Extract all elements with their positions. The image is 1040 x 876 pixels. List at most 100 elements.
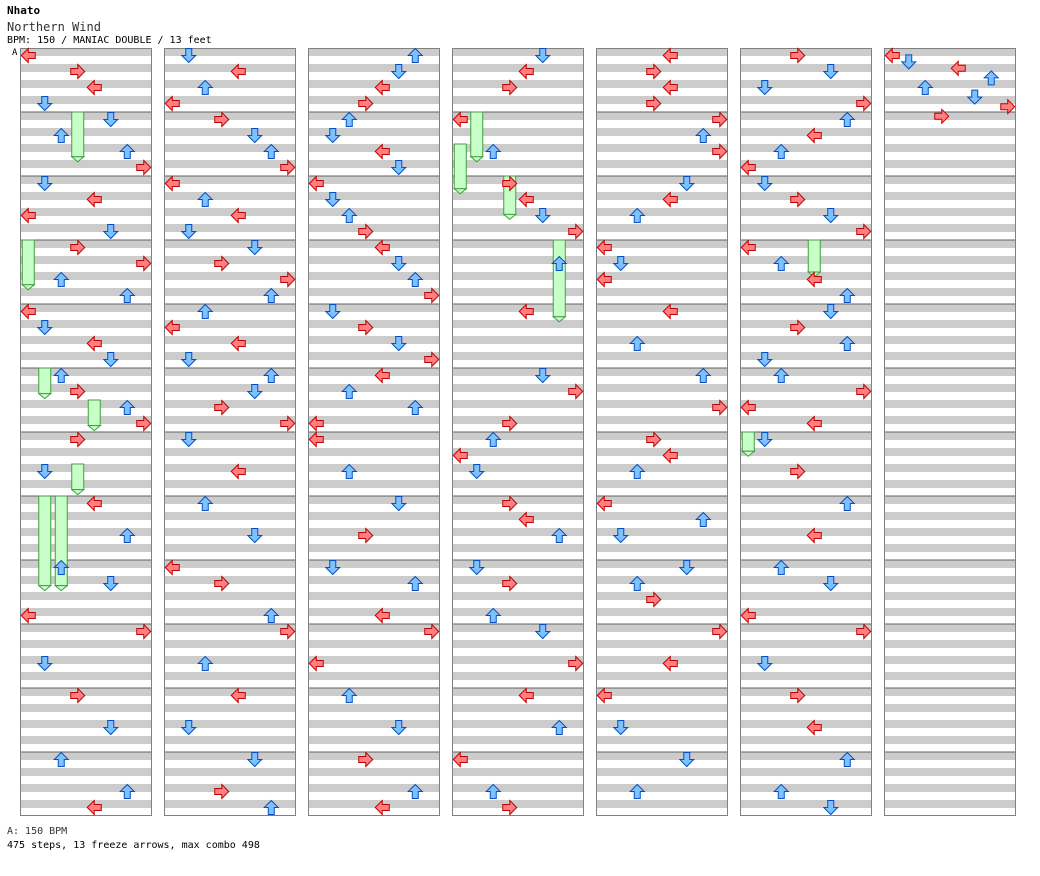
left-arrow	[308, 655, 324, 672]
beat-band	[596, 656, 728, 664]
beat-band	[884, 336, 1016, 344]
left-arrow	[20, 303, 36, 320]
down-arrow	[324, 128, 341, 144]
beat-band	[20, 224, 152, 232]
beat-band	[20, 576, 152, 584]
beat-band	[20, 400, 152, 408]
up-arrow	[839, 111, 856, 127]
beat-band	[20, 112, 152, 120]
up-arrow	[263, 143, 280, 159]
freeze-arrow	[38, 367, 52, 395]
beat-band	[308, 512, 440, 520]
beat-band	[308, 800, 440, 808]
left-arrow	[662, 79, 678, 96]
beat-band	[20, 96, 152, 104]
beat-band	[308, 496, 440, 504]
down-arrow	[246, 528, 263, 544]
beat-band	[884, 416, 1016, 424]
up-arrow	[407, 399, 424, 415]
down-arrow	[324, 192, 341, 208]
down-arrow	[324, 560, 341, 576]
beat-band	[740, 80, 872, 88]
up-arrow	[629, 207, 646, 223]
beat-band	[452, 432, 584, 440]
beat-band	[452, 144, 584, 152]
beat-band	[884, 400, 1016, 408]
right-arrow	[790, 463, 806, 480]
beat-band	[740, 800, 872, 808]
left-arrow	[596, 239, 612, 256]
beat-band	[740, 608, 872, 616]
down-arrow	[246, 752, 263, 768]
beat-band	[452, 160, 584, 168]
beat-band	[20, 336, 152, 344]
beat-band	[596, 784, 728, 792]
beat-band	[596, 608, 728, 616]
beat-band	[164, 512, 296, 520]
beat-band	[164, 464, 296, 472]
down-arrow	[36, 464, 53, 480]
chart-column-border	[308, 48, 440, 816]
down-arrow	[390, 256, 407, 272]
freeze-arrow	[21, 239, 35, 286]
right-arrow	[856, 95, 872, 112]
beat-band	[884, 480, 1016, 488]
right-arrow	[934, 108, 950, 125]
beat-band	[452, 336, 584, 344]
left-arrow	[308, 415, 324, 432]
beat-band	[740, 464, 872, 472]
beat-band	[308, 576, 440, 584]
up-arrow	[839, 287, 856, 303]
down-arrow	[390, 720, 407, 736]
down-arrow	[36, 656, 53, 672]
beat-band	[452, 224, 584, 232]
beat-band	[596, 560, 728, 568]
down-arrow	[822, 64, 839, 80]
beat-band	[884, 432, 1016, 440]
beat-band	[884, 768, 1016, 776]
beat-band	[308, 144, 440, 152]
beat-band	[308, 736, 440, 744]
right-arrow	[70, 239, 86, 256]
beat-band	[164, 224, 296, 232]
beat-band	[20, 160, 152, 168]
beat-band	[308, 304, 440, 312]
up-arrow	[629, 783, 646, 799]
beat-band	[884, 96, 1016, 104]
beat-band	[20, 272, 152, 280]
left-arrow	[740, 159, 756, 176]
left-arrow	[518, 63, 534, 80]
beat-band	[308, 288, 440, 296]
right-arrow	[358, 319, 374, 336]
freeze-arrow	[552, 239, 566, 318]
beat-band	[740, 48, 872, 56]
right-arrow	[646, 431, 662, 448]
up-arrow	[119, 143, 136, 159]
beat-band	[308, 112, 440, 120]
beat-band	[452, 80, 584, 88]
chart-column-border	[20, 48, 152, 816]
beat-band	[20, 720, 152, 728]
down-arrow	[390, 160, 407, 176]
down-arrow	[822, 800, 839, 816]
right-arrow	[136, 159, 152, 176]
beat-band	[164, 592, 296, 600]
beat-band	[164, 192, 296, 200]
beat-band	[452, 48, 584, 56]
freeze-tail	[86, 425, 102, 432]
beat-band	[308, 704, 440, 712]
beat-band	[596, 544, 728, 552]
beat-band	[596, 240, 728, 248]
up-arrow	[629, 463, 646, 479]
beat-band	[308, 608, 440, 616]
left-arrow	[86, 335, 102, 352]
beat-band	[884, 576, 1016, 584]
right-arrow	[70, 431, 86, 448]
beat-band	[884, 176, 1016, 184]
beat-band	[164, 80, 296, 88]
chart-column-border	[452, 48, 584, 816]
left-arrow	[662, 303, 678, 320]
right-arrow	[358, 223, 374, 240]
beat-band	[308, 96, 440, 104]
left-arrow	[806, 271, 822, 288]
